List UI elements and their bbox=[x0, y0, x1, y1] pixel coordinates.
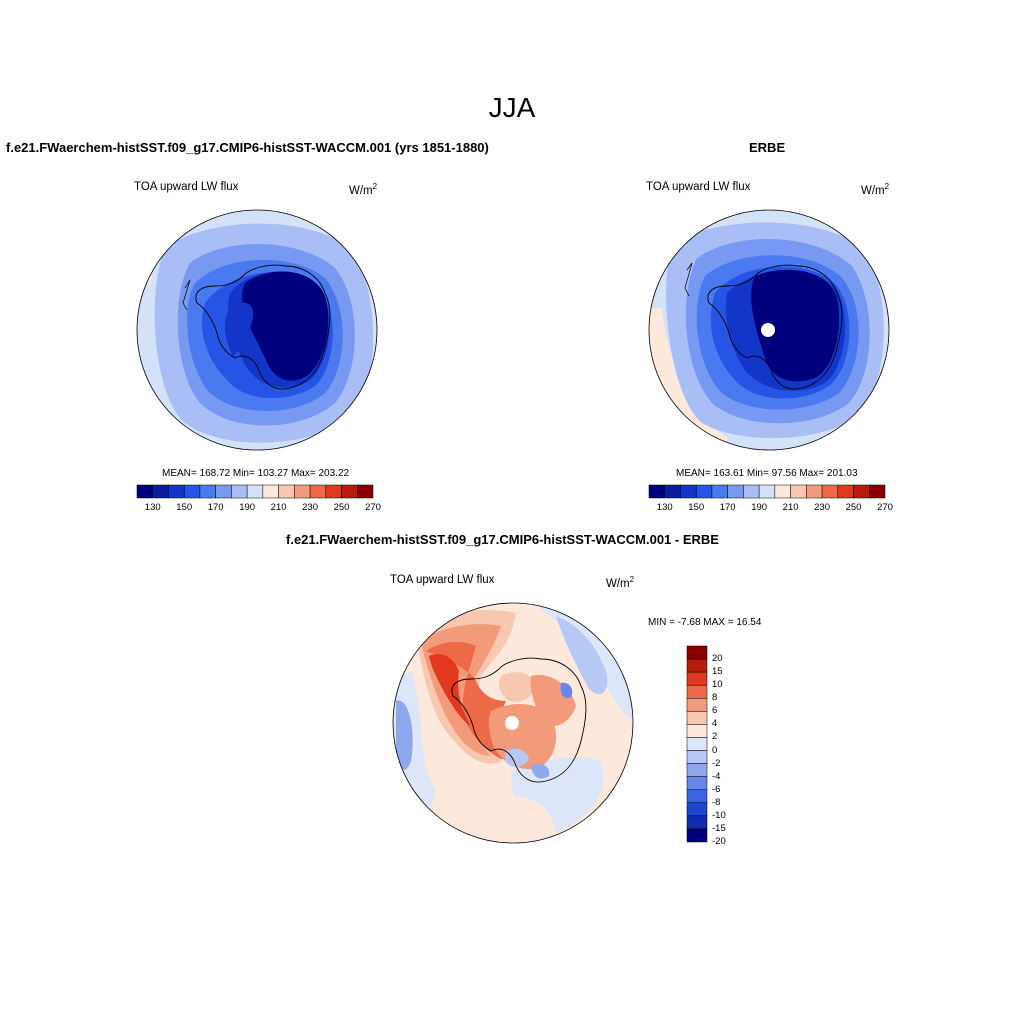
colorbar-tick-label: 210 bbox=[270, 502, 287, 513]
colorbar-swatch bbox=[686, 763, 708, 777]
colorbar-swatch bbox=[686, 684, 708, 699]
panel-3-polar-map bbox=[392, 602, 634, 844]
colorbar-tick-label: -20 bbox=[712, 836, 726, 847]
panel-3-variable-label: TOA upward LW flux bbox=[390, 574, 495, 586]
colorbar-tick-label: -8 bbox=[712, 796, 721, 808]
colorbar-swatch bbox=[215, 484, 232, 499]
panel-2-title: ERBE bbox=[749, 140, 786, 155]
colorbar-swatch bbox=[309, 484, 327, 499]
colorbar-swatch bbox=[246, 484, 264, 499]
colorbar-tick-label: 0 bbox=[712, 744, 718, 756]
panel-3-stats: MIN = -7.68 MAX = 16.54 bbox=[648, 617, 762, 628]
colorbar-swatch bbox=[711, 484, 728, 499]
colorbar-swatch bbox=[686, 750, 708, 764]
figure-title: JJA bbox=[488, 92, 536, 123]
colorbar-swatch bbox=[774, 484, 791, 499]
colorbar-swatch bbox=[853, 484, 870, 499]
colorbar-tick-label: 270 bbox=[365, 502, 381, 513]
panel-3-title: f.e21.FWaerchem-histSST.f09_g17.CMIP6-hi… bbox=[286, 532, 719, 547]
colorbar-tick-label: -15 bbox=[712, 822, 726, 834]
colorbar-swatch bbox=[294, 484, 311, 499]
colorbar-tick-label: -6 bbox=[712, 783, 721, 795]
colorbar-tick-label: 230 bbox=[814, 502, 830, 513]
colorbar-swatch bbox=[686, 737, 708, 751]
colorbar-tick-label: 4 bbox=[712, 718, 718, 730]
colorbar-swatch bbox=[758, 484, 776, 499]
panel-1-colorbar bbox=[136, 484, 374, 499]
panel-2-colorbar-labels: 130 150 170 190 210 230 250 270 bbox=[649, 502, 893, 516]
colorbar-swatch bbox=[686, 711, 708, 725]
colorbar-tick-label: -10 bbox=[712, 809, 726, 821]
colorbar-tick-label: 210 bbox=[782, 502, 799, 513]
panel-1-units: W/m2 bbox=[349, 182, 378, 197]
panel-3-units: W/m2 bbox=[606, 575, 635, 590]
colorbar-swatch bbox=[806, 484, 823, 499]
colorbar-swatch bbox=[199, 484, 216, 499]
colorbar-swatch bbox=[686, 828, 708, 843]
colorbar-tick-label: -4 bbox=[712, 770, 721, 782]
colorbar-swatch bbox=[821, 484, 839, 499]
colorbar-swatch bbox=[680, 484, 697, 499]
colorbar-swatch bbox=[686, 789, 708, 804]
panel-1-stats: MEAN= 168.72 Min= 103.27 Max= 203.22 bbox=[162, 468, 350, 479]
panel-1-polar-map bbox=[136, 209, 378, 451]
colorbar-swatch bbox=[869, 484, 886, 499]
colorbar-swatch bbox=[743, 484, 760, 499]
panel-3-colorbar-labels: 20 15 10 8 6 4 2 0 -2 -4 -6 -8 -10 -15 -20 bbox=[712, 646, 752, 847]
colorbar-tick-label: 170 bbox=[719, 502, 736, 513]
colorbar-tick-label: 230 bbox=[302, 502, 318, 513]
colorbar-swatch bbox=[837, 484, 854, 499]
colorbar-tick-label: 6 bbox=[712, 705, 718, 717]
colorbar-swatch bbox=[152, 484, 169, 499]
colorbar-tick-label: -2 bbox=[712, 757, 721, 769]
panel-1-variable-label: TOA upward LW flux bbox=[134, 181, 239, 193]
colorbar-swatch bbox=[686, 671, 708, 686]
colorbar-swatch bbox=[686, 815, 708, 830]
colorbar-swatch bbox=[183, 484, 201, 499]
colorbar-swatch bbox=[686, 658, 708, 673]
panel-2-variable-label: TOA upward LW flux bbox=[646, 181, 751, 193]
colorbar-swatch bbox=[686, 724, 708, 738]
colorbar-swatch bbox=[686, 645, 708, 660]
colorbar-swatch bbox=[341, 484, 358, 499]
colorbar-tick-label: 150 bbox=[688, 502, 705, 513]
colorbar-swatch bbox=[686, 776, 708, 790]
colorbar-tick-label: 10 bbox=[712, 679, 723, 691]
colorbar-swatch bbox=[648, 484, 665, 499]
colorbar-tick-label: 270 bbox=[877, 502, 893, 513]
colorbar-tick-label: 15 bbox=[712, 666, 723, 678]
panel-2-units: W/m2 bbox=[861, 182, 890, 197]
colorbar-swatch bbox=[664, 484, 681, 499]
colorbar-swatch bbox=[727, 484, 744, 499]
panel-2-colorbar bbox=[648, 484, 886, 499]
colorbar-tick-label: 150 bbox=[176, 502, 193, 513]
colorbar-tick-label: 20 bbox=[712, 653, 723, 665]
colorbar-swatch bbox=[262, 484, 279, 499]
colorbar-tick-label: 190 bbox=[751, 502, 768, 513]
panel-2-polar-map bbox=[648, 209, 890, 451]
colorbar-swatch bbox=[325, 484, 342, 499]
panel-2-stats: MEAN= 163.61 Min= 97.56 Max= 201.03 bbox=[676, 468, 858, 479]
colorbar-swatch bbox=[686, 802, 708, 817]
colorbar-swatch bbox=[231, 484, 248, 499]
colorbar-tick-label: 170 bbox=[207, 502, 224, 513]
colorbar-tick-label: 250 bbox=[333, 502, 350, 513]
colorbar-tick-label: 2 bbox=[712, 731, 718, 743]
colorbar-swatch bbox=[136, 484, 153, 499]
colorbar-tick-label: 130 bbox=[144, 502, 161, 513]
panel-3-colorbar bbox=[686, 645, 708, 843]
colorbar-swatch bbox=[168, 484, 185, 499]
colorbar-swatch bbox=[686, 698, 708, 712]
colorbar-tick-label: 130 bbox=[656, 502, 673, 513]
colorbar-swatch bbox=[278, 484, 295, 499]
colorbar-swatch bbox=[357, 484, 374, 499]
panel-1-title: f.e21.FWaerchem-histSST.f09_g17.CMIP6-hi… bbox=[6, 140, 489, 155]
colorbar-tick-label: 250 bbox=[845, 502, 862, 513]
colorbar-swatch bbox=[695, 484, 713, 499]
colorbar-tick-label: 8 bbox=[712, 692, 718, 704]
panel-1-colorbar-labels: 130 150 170 190 210 230 250 270 bbox=[137, 502, 381, 516]
colorbar-swatch bbox=[790, 484, 807, 499]
colorbar-tick-label: 190 bbox=[239, 502, 256, 513]
